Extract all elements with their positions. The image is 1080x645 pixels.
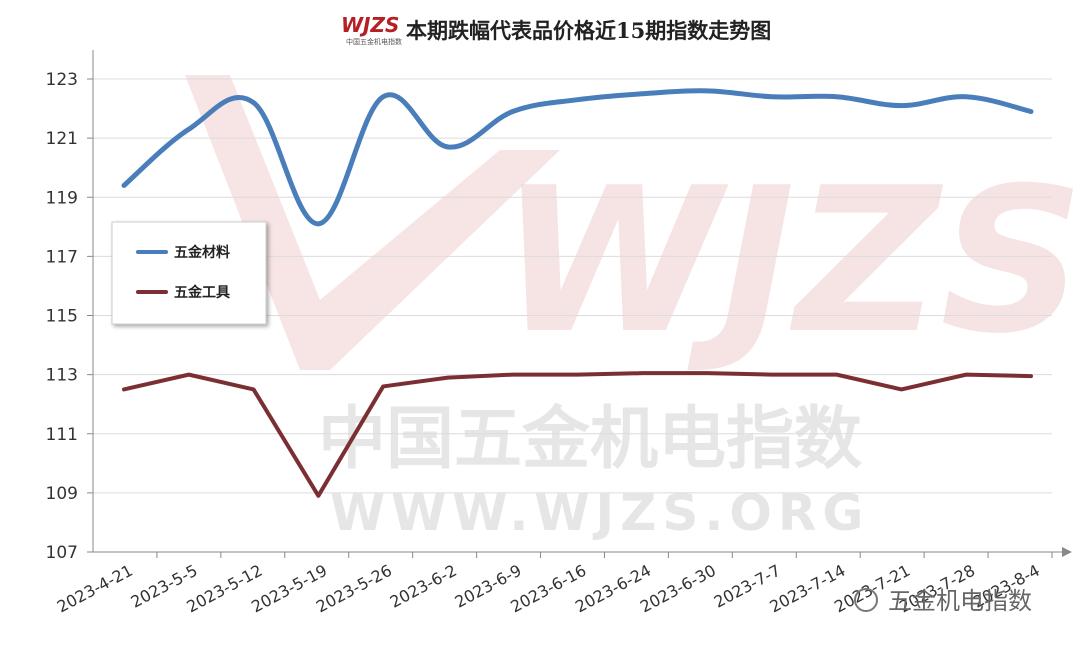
logo: WJZS 中国五金机电指数 bbox=[341, 13, 402, 46]
watermark: WJZS 中国五金机电指数 WWW.WJZS.ORG bbox=[185, 75, 1080, 542]
y-tick-label: 115 bbox=[46, 307, 78, 327]
legend: 五金材料 五金工具 bbox=[111, 221, 267, 325]
legend-label-series-2: 五金工具 bbox=[174, 284, 230, 301]
series-line-1 bbox=[121, 88, 1034, 227]
series-layer bbox=[121, 88, 1034, 498]
y-tick-label: 113 bbox=[46, 366, 78, 386]
grid bbox=[93, 78, 1052, 494]
y-axis: 107 109 111 113 115 117 119 121 123 bbox=[46, 70, 93, 563]
watermark-url: WWW.WJZS.ORG bbox=[330, 484, 869, 542]
watermark-check-shape bbox=[185, 75, 560, 370]
corner-watermark: 五金机电指数 bbox=[854, 587, 1032, 615]
y-tick-label: 119 bbox=[46, 188, 78, 208]
corner-watermark-label: 五金机电指数 bbox=[888, 587, 1032, 615]
logo-subtext: 中国五金机电指数 bbox=[346, 37, 402, 46]
y-tick-label: 109 bbox=[46, 484, 78, 504]
y-tick-label: 107 bbox=[46, 543, 78, 563]
y-tick-label: 123 bbox=[46, 70, 78, 90]
y-tick-label: 121 bbox=[46, 129, 78, 149]
legend-label-series-1: 五金材料 bbox=[174, 244, 230, 261]
x-tick-label: 2023-4-21 bbox=[54, 561, 136, 617]
logo-text: WJZS bbox=[341, 13, 399, 37]
chart-title: 本期跌幅代表品价格近15期指数走势图 bbox=[406, 18, 771, 43]
y-tick-label: 117 bbox=[46, 247, 78, 267]
y-tick-label: 111 bbox=[46, 425, 78, 445]
wechat-icon bbox=[854, 588, 878, 612]
legend-box bbox=[111, 221, 267, 325]
x-axis-arrow bbox=[1062, 547, 1072, 557]
x-tick-label: 2023-6-2 bbox=[387, 561, 460, 612]
watermark-big-text: WJZS bbox=[500, 145, 1080, 378]
watermark-chinese: 中国五金机电指数 bbox=[318, 400, 862, 479]
